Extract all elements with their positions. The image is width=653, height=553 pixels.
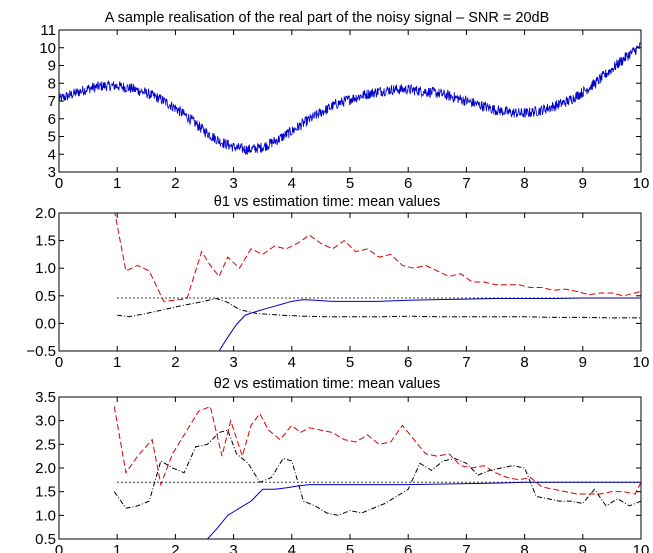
theta2-series-3-line — [207, 481, 641, 539]
signal-y-tick-label: 5 — [48, 129, 56, 146]
theta2-x-tick-label: 1 — [113, 542, 121, 553]
signal-x-tick-label: 6 — [404, 175, 412, 192]
theta2-x-tick-label: 5 — [346, 542, 354, 553]
theta1-x-tick-label: 7 — [462, 354, 470, 371]
theta2-y-tick-label: 3.0 — [35, 413, 56, 430]
signal-x-tick-label: 3 — [229, 175, 237, 192]
theta2-panel: θ2 vs estimation time: mean values 0 1 2 3 4… — [35, 376, 649, 553]
theta2-x-tick-label: 0 — [55, 542, 63, 553]
signal-x-tick-label: 7 — [462, 175, 470, 192]
theta2-y-ticks: 0.5 1.0 1.5 2.0 2.5 3.0 3.5 — [35, 389, 641, 548]
signal-y-tick-label: 3 — [48, 164, 56, 181]
signal-x-tick-label: 8 — [520, 175, 528, 192]
theta1-x-tick-label: 9 — [579, 354, 587, 371]
theta1-panel: θ1 vs estimation time: mean values 0 1 2 3 4… — [26, 194, 649, 371]
signal-x-ticks: 0 1 2 3 4 5 6 7 8 9 10 — [55, 30, 650, 192]
theta1-series-2-line — [117, 298, 641, 319]
theta2-plot-frame — [58, 396, 642, 540]
theta1-y-ticks: −0.5 0.0 0.5 1.0 1.5 2.0 — [26, 205, 641, 360]
theta2-x-tick-label: 3 — [229, 542, 237, 553]
theta1-y-tick-label: −0.5 — [26, 343, 56, 360]
theta2-y-tick-label: 1.0 — [35, 507, 56, 524]
theta1-y-tick-label: 0.5 — [35, 288, 56, 305]
theta2-x-tick-label: 7 — [462, 542, 470, 553]
theta2-y-tick-label: 3.5 — [35, 389, 56, 406]
theta2-x-tick-label: 4 — [288, 542, 296, 553]
signal-y-tick-label: 4 — [48, 146, 56, 163]
signal-series-group — [59, 42, 641, 156]
theta1-x-tick-label: 6 — [404, 354, 412, 371]
theta1-x-tick-label: 3 — [229, 354, 237, 371]
theta2-x-tick-label: 9 — [579, 542, 587, 553]
theta1-x-tick-label: 1 — [113, 354, 121, 371]
signal-x-tick-label: 9 — [579, 175, 587, 192]
theta2-x-tick-label: 10 — [633, 542, 650, 553]
theta2-y-tick-label: 2.0 — [35, 460, 56, 477]
theta2-series-group — [113, 405, 641, 539]
signal-panel: A sample realisation of the real part of… — [39, 10, 649, 192]
theta2-x-tick-label: 8 — [520, 542, 528, 553]
theta1-y-tick-label: 0.0 — [35, 315, 56, 332]
theta1-series-3-line — [218, 297, 641, 351]
theta1-panel-title: θ1 vs estimation time: mean values — [214, 194, 440, 210]
theta1-y-tick-label: 1.5 — [35, 233, 56, 250]
signal-x-tick-label: 2 — [171, 175, 179, 192]
theta1-x-tick-label: 0 — [55, 354, 63, 371]
theta2-x-tick-label: 2 — [171, 542, 179, 553]
theta1-series-group — [114, 213, 641, 351]
theta2-x-ticks: 0 1 2 3 4 5 6 7 8 9 10 — [55, 397, 650, 553]
signal-x-tick-label: 5 — [346, 175, 354, 192]
signal-y-tick-label: 7 — [48, 93, 56, 110]
theta1-plot-frame — [58, 212, 642, 352]
theta2-series-1-line — [113, 405, 641, 495]
theta2-series-2-line — [113, 429, 641, 516]
theta1-y-tick-label: 2.0 — [35, 205, 56, 222]
signal-y-tick-label: 8 — [48, 75, 56, 92]
signal-y-tick-label: 9 — [48, 58, 56, 75]
theta1-x-tick-label: 5 — [346, 354, 354, 371]
theta2-y-tick-label: 2.5 — [35, 436, 56, 453]
signal-x-tick-label: 10 — [633, 175, 650, 192]
theta1-y-tick-label: 1.0 — [35, 260, 56, 277]
theta1-x-tick-label: 8 — [520, 354, 528, 371]
theta2-y-tick-label: 0.5 — [35, 531, 56, 548]
signal-y-tick-label: 6 — [48, 111, 56, 128]
theta2-x-tick-label: 6 — [404, 542, 412, 553]
theta1-x-ticks: 0 1 2 3 4 5 6 7 8 9 10 — [55, 213, 650, 371]
theta2-panel-title: θ2 vs estimation time: mean values — [214, 376, 440, 392]
signal-y-tick-label: 11 — [40, 22, 56, 39]
theta1-x-tick-label: 4 — [288, 354, 296, 371]
theta1-x-tick-label: 2 — [171, 354, 179, 371]
signal-x-tick-label: 4 — [288, 175, 296, 192]
signal-series-1-line — [59, 42, 641, 156]
signal-x-tick-label: 1 — [113, 175, 121, 192]
theta1-series-1-line — [114, 213, 641, 302]
signal-panel-title: A sample realisation of the real part of… — [105, 10, 550, 26]
signal-x-tick-label: 0 — [55, 175, 63, 192]
theta1-x-tick-label: 10 — [633, 354, 650, 371]
signal-y-tick-label: 10 — [39, 40, 56, 57]
theta2-y-tick-label: 1.5 — [35, 484, 56, 501]
